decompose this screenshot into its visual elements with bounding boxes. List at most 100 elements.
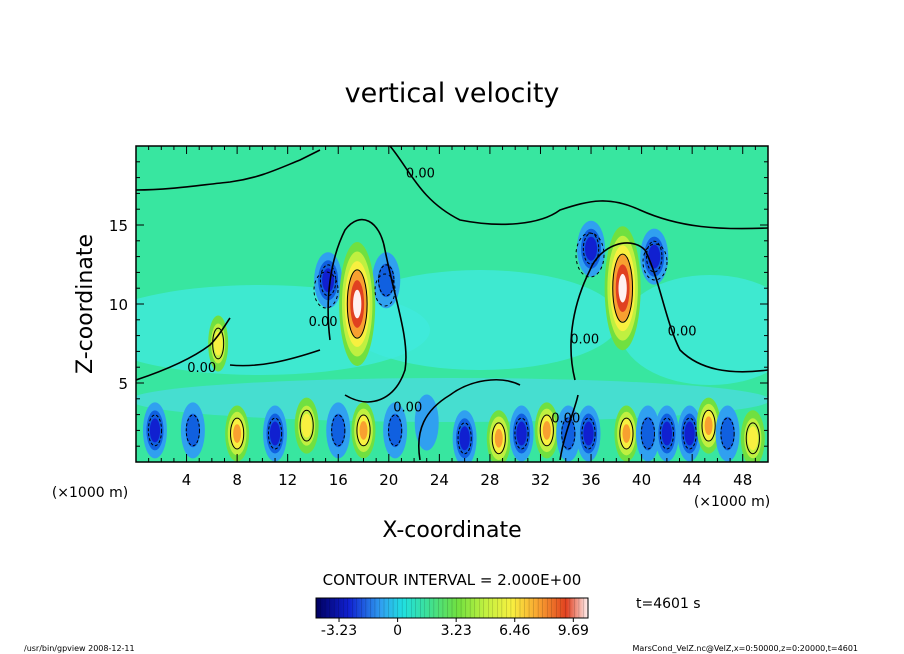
- cyan-band-mid: [340, 270, 620, 370]
- lower-cell-16-level-1: [640, 416, 656, 451]
- x-tick-label-3: 16: [329, 471, 348, 489]
- downdraft-3-level-2: [648, 244, 661, 269]
- footer-left: /usr/bin/gpview 2008-12-11: [24, 644, 135, 653]
- contour-interval: CONTOUR INTERVAL = 2.000E+00: [323, 571, 582, 589]
- x-tick-label-6: 28: [480, 471, 499, 489]
- lower-cell-18-contour: [682, 417, 697, 450]
- lower-cell-11: [509, 405, 534, 462]
- lower-cell-15-level-3: [622, 424, 631, 443]
- plot-area: 0.00 0.00 0.00 0.00 0.00 0.00 0.00: [136, 146, 768, 462]
- lower-cell-20-level-1: [720, 416, 735, 451]
- x-unit-label-left: (×1000 m): [52, 485, 128, 501]
- lower-cell-10: [486, 410, 511, 462]
- contour-zero-left: [229, 349, 321, 367]
- lower-cell-0-contour: [147, 414, 163, 447]
- colorbar-tick-label-3: 6.46: [499, 623, 530, 639]
- lower-cell-17: [654, 405, 679, 462]
- colorbar-tick-label-2: 3.23: [441, 623, 472, 639]
- updraft-1-contour: [612, 253, 634, 323]
- x-unit-label-right: (×1000 m): [694, 494, 770, 510]
- velocity-cells: [142, 220, 765, 462]
- x-tick-label-0: 4: [182, 471, 192, 489]
- lower-cell-19-contour: [701, 409, 716, 442]
- lower-cell-14-level-2: [583, 421, 594, 446]
- lower-cell-1-level-1: [185, 413, 201, 448]
- colorbar-tick-label-0: -3.23: [321, 623, 357, 639]
- y-tick-label-0: 5: [118, 375, 128, 393]
- downdraft-2-level-2: [585, 236, 598, 261]
- lower-cell-21-level-2: [747, 426, 758, 451]
- downdraft-3: [640, 228, 669, 285]
- lower-cell-20-contour: [720, 417, 735, 450]
- lower-cell-19: [696, 397, 721, 454]
- updraft-1-level-5: [618, 273, 627, 303]
- contour-left-low: [136, 317, 231, 381]
- lower-cell-13-contour: [561, 417, 576, 450]
- lower-cell-4-contour: [299, 409, 314, 442]
- contour-label-6: 0.00: [668, 325, 697, 340]
- x-tick-label-9: 40: [632, 471, 651, 489]
- lower-cell-15: [614, 405, 639, 462]
- contour-upper-mid: [389, 146, 768, 230]
- lower-cell-17-level-2: [661, 421, 673, 446]
- x-tick-label-8: 36: [581, 471, 600, 489]
- contour-top: [136, 149, 321, 191]
- contour-label-1: 0.00: [309, 315, 338, 330]
- lower-cell-21-contour: [745, 422, 760, 455]
- lower-cell-9: [452, 410, 477, 462]
- lower-cell-1-contour: [185, 414, 200, 447]
- lower-cell-2: [225, 405, 250, 462]
- lower-cell-3: [263, 405, 288, 462]
- lower-cell-7: [383, 402, 408, 459]
- updraft-0: [339, 242, 376, 366]
- x-tick-label-2: 12: [278, 471, 297, 489]
- time-label: t=4601 s: [636, 596, 701, 612]
- neg-contour-3: [575, 232, 605, 278]
- lower-cell-10-contour: [491, 422, 506, 455]
- lower-cell-6-level-3: [359, 421, 368, 440]
- lower-cell-14-contour: [581, 417, 596, 450]
- lower-cell-6: [351, 402, 376, 459]
- x-axis-label: X-coordinate: [382, 518, 521, 543]
- x-tick-label-4: 20: [379, 471, 398, 489]
- y-tick-label-2: 15: [109, 217, 128, 235]
- contour-label-3: 0.00: [406, 167, 435, 182]
- lower-cell-0: [142, 402, 167, 459]
- x-tick-label-7: 32: [531, 471, 550, 489]
- chart-title: vertical velocity: [345, 78, 560, 109]
- lower-cell-0-level-2: [149, 418, 161, 443]
- updraft-1: [604, 226, 641, 351]
- lower-cell-2-level-3: [233, 424, 242, 443]
- lower-cell-15-contour: [619, 417, 634, 450]
- updraft-0-level-5: [353, 289, 362, 319]
- x-tick-label-10: 44: [683, 471, 702, 489]
- lower-cell-9-level-2: [459, 426, 470, 451]
- lower-cell-5-level-1: [331, 413, 346, 448]
- lower-cell-4-level-2: [301, 413, 312, 438]
- lower-cell-10-level-3: [494, 428, 503, 448]
- colorbar-tick-label-1: 0: [393, 623, 402, 639]
- lower-cell-7-contour: [388, 414, 403, 447]
- lower-cell-18-level-2: [684, 421, 695, 446]
- lower-cell-2-contour: [230, 417, 245, 450]
- cyan-band-right: [620, 275, 768, 385]
- contour-label-2: 0.00: [393, 400, 422, 415]
- x-tick-label-1: 8: [232, 471, 242, 489]
- colorbar: [315, 597, 589, 619]
- contour-label-0: 0.00: [187, 361, 216, 376]
- lower-cell-3-contour: [267, 417, 283, 450]
- lower-cell-7-level-1: [387, 413, 403, 448]
- negative-contours: [313, 232, 668, 309]
- downdraft-2: [577, 220, 606, 277]
- y-tick-label-1: 10: [109, 296, 128, 314]
- colorbar-ticks: -3.23 0 3.23 6.46 9.69: [321, 618, 589, 639]
- colorbar-tick-label-4: 9.69: [558, 623, 589, 639]
- lower-cell-14: [576, 405, 601, 462]
- lower-cell-9-contour: [457, 422, 472, 455]
- lower-cell-16: [635, 405, 660, 462]
- contour-labels: 0.00 0.00 0.00 0.00 0.00 0.00 0.00: [187, 167, 696, 427]
- lower-cell-16-contour: [640, 417, 656, 450]
- y-axis-ticks: 5 10 15: [109, 161, 768, 447]
- x-tick-label-11: 48: [733, 471, 752, 489]
